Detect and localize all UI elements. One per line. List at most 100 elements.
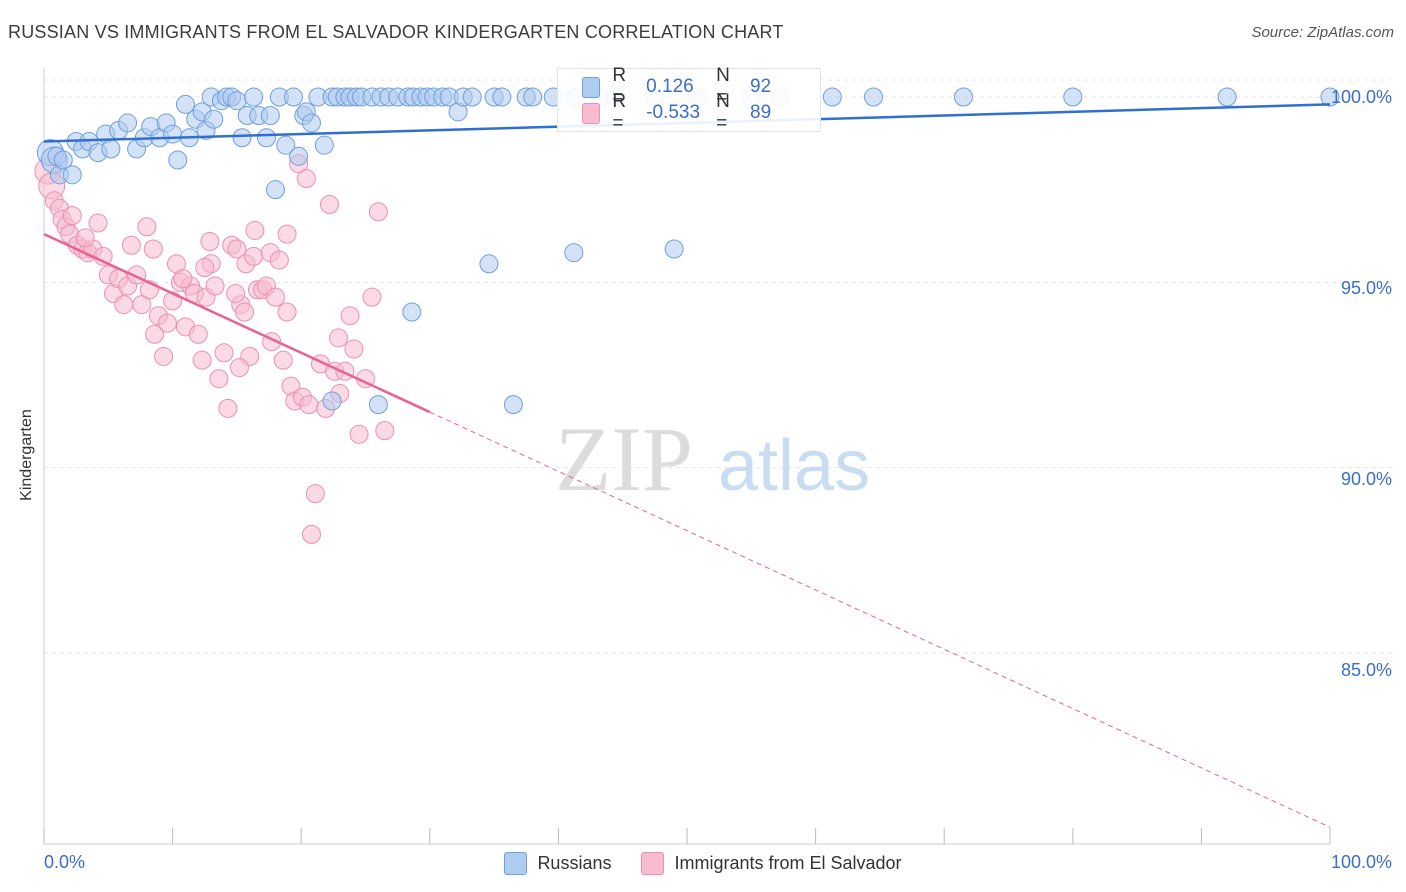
el-salvador-point	[244, 246, 264, 266]
swatch-russians	[582, 76, 601, 98]
russians-point	[564, 243, 584, 263]
russians-point	[314, 135, 334, 155]
legend-row-russians: R = 0.126 N = 92	[582, 65, 820, 108]
y-tick-label-85: 85.0%	[1340, 660, 1392, 680]
russians-point	[175, 94, 195, 114]
el-salvador-point	[209, 369, 229, 389]
russians-point	[53, 150, 73, 170]
source-label: Source: ZipAtlas.com	[1251, 24, 1394, 41]
el-salvador-point	[269, 250, 289, 270]
russians-point	[256, 128, 276, 148]
russians-point	[101, 139, 121, 159]
series-el-salvador-points	[34, 154, 395, 544]
el-salvador-point	[245, 220, 265, 240]
n-label: N =	[716, 91, 730, 134]
el-salvador-point	[299, 395, 319, 415]
el-salvador-point	[192, 350, 212, 370]
el-salvador-point	[137, 217, 157, 237]
legend-item-el-salvador[interactable]: Immigrants from El Salvador	[641, 852, 902, 875]
el-salvador-point	[328, 328, 348, 348]
russians-point	[163, 124, 183, 144]
r-label: R =	[612, 91, 627, 134]
legend-item-russians[interactable]: Russians	[504, 852, 611, 875]
el-salvador-point	[229, 358, 249, 378]
watermark-atlas: atlas	[718, 426, 870, 506]
el-salvador-point	[154, 346, 174, 366]
legend-row-el-salvador: R = -0.533 N = 89	[582, 91, 820, 134]
el-salvador-point	[143, 239, 163, 259]
series-legend: Russians Immigrants from El Salvador	[0, 852, 1406, 875]
x-tick-label-min: 0.0%	[44, 852, 86, 872]
el-salvador-point	[114, 295, 134, 315]
el-salvador-point	[344, 339, 364, 359]
n-label: N =	[716, 65, 730, 108]
legend-swatch-el-salvador	[641, 852, 665, 875]
el-salvador-point	[235, 302, 255, 322]
el-salvador-point	[227, 239, 247, 259]
el-salvador-point	[200, 232, 220, 252]
russians-point	[1063, 87, 1083, 107]
russians-point	[664, 239, 684, 259]
legend-label-el-salvador: Immigrants from El Salvador	[674, 853, 902, 873]
russians-point	[402, 302, 422, 322]
el-salvador-point	[75, 228, 95, 248]
russians-point	[822, 87, 842, 107]
russians-point	[301, 113, 321, 133]
el-salvador-point	[340, 306, 360, 326]
y-tick-label-90: 90.0%	[1340, 469, 1392, 489]
swatch-el-salvador	[582, 102, 601, 124]
russians-point	[276, 135, 296, 155]
russians-point	[244, 87, 264, 107]
r-label: R =	[612, 65, 627, 108]
trend-line-el-salvador	[43, 233, 431, 414]
russians-point	[503, 395, 523, 415]
chart-title: RUSSIAN VS IMMIGRANTS FROM EL SALVADOR K…	[8, 22, 784, 42]
el-salvador-point	[277, 224, 297, 244]
n-value-russians: 92	[750, 76, 772, 97]
russians-point	[322, 391, 342, 411]
el-salvador-point	[88, 213, 108, 233]
n-value-el-salvador: 89	[750, 102, 772, 123]
correlation-legend: R = 0.126 N = 92 R = -0.533 N = 89	[557, 65, 821, 134]
el-salvador-point	[226, 283, 246, 303]
el-salvador-point	[265, 287, 285, 307]
el-salvador-point	[273, 350, 293, 370]
el-salvador-point	[188, 324, 208, 344]
series-russians-points	[36, 87, 1340, 415]
axes	[43, 68, 1331, 845]
russians-point	[479, 254, 499, 274]
legend-label-russians: Russians	[537, 853, 612, 873]
el-salvador-point	[296, 169, 316, 189]
el-salvador-point	[205, 276, 225, 296]
el-salvador-point	[277, 302, 297, 322]
el-salvador-point	[218, 398, 238, 418]
r-value-russians: 0.126	[646, 76, 694, 97]
russians-point	[62, 165, 82, 185]
r-value-el-salvador: -0.533	[646, 102, 701, 123]
el-salvador-point	[132, 295, 152, 315]
el-salvador-point	[195, 258, 215, 278]
y-tick-label-95: 95.0%	[1340, 278, 1392, 298]
russians-point	[232, 128, 252, 148]
russians-point	[523, 87, 543, 107]
russians-point	[492, 87, 512, 107]
el-salvador-point	[362, 287, 382, 307]
el-salvador-point	[349, 424, 369, 444]
russians-point	[283, 87, 303, 107]
trend-line-el-salvador-projection	[429, 411, 1331, 828]
russians-point	[168, 150, 188, 170]
russians-point	[289, 146, 309, 166]
legend-swatch-russians	[504, 852, 528, 875]
russians-point	[368, 395, 388, 415]
el-salvador-point	[375, 421, 395, 441]
el-salvador-point	[173, 269, 193, 289]
watermark-zip: ZIP	[555, 408, 693, 510]
russians-point	[953, 87, 973, 107]
russians-point	[1217, 87, 1237, 107]
el-salvador-point	[305, 484, 325, 504]
watermark: ZIP atlas	[555, 408, 870, 510]
el-salvador-point	[319, 194, 339, 214]
el-salvador-point	[301, 524, 321, 544]
russians-point	[863, 87, 883, 107]
